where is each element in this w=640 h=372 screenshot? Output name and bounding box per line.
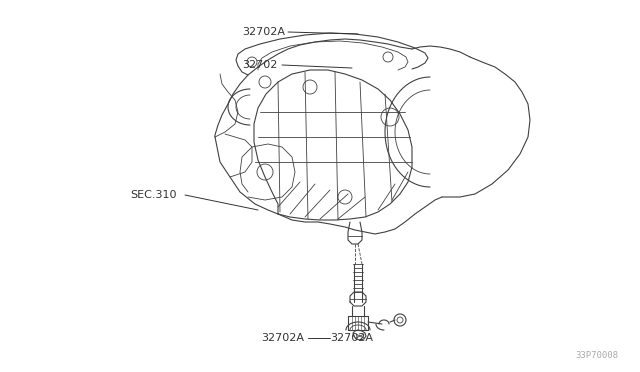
- Text: 32702A: 32702A: [330, 333, 373, 343]
- Text: SEC.310: SEC.310: [130, 190, 177, 200]
- Text: 33P70008: 33P70008: [575, 351, 618, 360]
- Text: 32702A: 32702A: [242, 27, 285, 37]
- Text: 32702: 32702: [243, 60, 278, 70]
- Text: 32702A: 32702A: [261, 333, 304, 343]
